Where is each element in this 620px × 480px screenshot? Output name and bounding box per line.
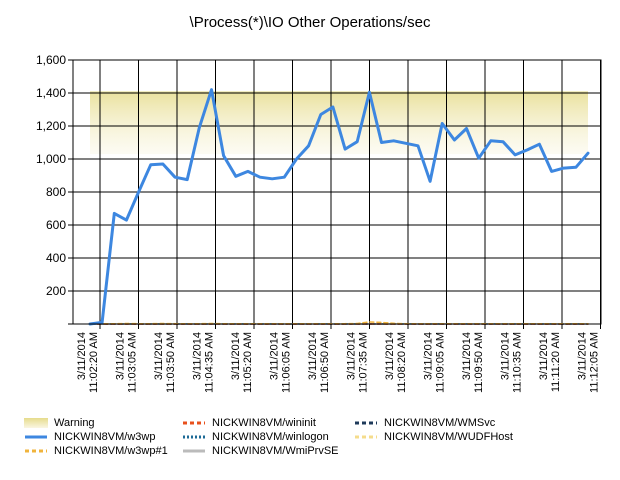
x-tick-label-date: 3/11/2014 [192,332,204,380]
legend-label: NICKWIN8VM/WUDFHost [384,431,513,443]
legend-swatch [24,432,48,442]
legend-item: NICKWIN8VM/WmiPrvSE [182,444,339,458]
x-tick-label-time: 11:12:05 AM [589,332,601,393]
y-tick-label: 800 [46,185,66,199]
x-tick-label-time: 11:02:20 AM [88,332,100,393]
x-tick-label-date: 3/11/2014 [538,332,550,380]
x-tick-label-time: 11:08:20 AM [396,332,408,393]
x-tick-label-time: 11:09:05 AM [435,332,447,393]
axes-layer: 200 400 600 800 1,000 1,200 1,400 1,600 3/11/201… [36,53,602,393]
plot-border [72,59,602,325]
legend-item: NICKWIN8VM/w3wp [24,430,155,444]
legend-item: NICKWIN8VM/WUDFHost [354,430,513,444]
x-tick-label-time: 11:06:05 AM [281,332,293,393]
y-tick-label: 1,000 [36,152,66,166]
legend-item: NICKWIN8VM/wininit [182,416,316,430]
y-tick-label: 1,400 [36,86,66,100]
x-tick-label-date: 3/11/2014 [500,332,512,380]
x-tick-label-time: 11:03:50 AM [165,332,177,393]
legend-swatch [24,446,48,456]
x-tick-label-time: 11:10:35 AM [512,332,524,393]
legend-swatch [182,446,206,456]
x-tick-label-time: 11:09:50 AM [473,332,485,393]
legend-label: NICKWIN8VM/winlogon [212,431,329,443]
x-tick-label-time: 11:06:50 AM [319,332,331,393]
legend-swatch [24,418,48,428]
x-tick-label-date: 3/11/2014 [76,332,88,380]
x-tick-label-time: 11:05:20 AM [242,332,254,393]
series-line-1 [88,88,590,326]
y-tick-label: 1,600 [36,53,66,67]
x-tick-label-time: 11:07:35 AM [358,332,370,393]
y-tick-label: 1,200 [36,119,66,133]
x-tick-label-date: 3/11/2014 [269,332,281,380]
x-tick-label-date: 3/11/2014 [577,332,589,380]
x-tick-label-date: 3/11/2014 [461,332,473,380]
legend-swatch [354,432,378,442]
legend-item: NICKWIN8VM/WMSvc [354,416,495,430]
y-tick-label: 200 [46,284,66,298]
legend-swatch [182,432,206,442]
series-line-2 [89,321,589,325]
chart-title: \Process(*)\IO Other Operations/sec [190,14,431,31]
x-tick-label-time: 11:11:20 AM [550,332,562,392]
legend: Warning NICKWIN8VM/w3wp NICKWIN8VM/w3wp#1 N… [24,416,604,466]
x-tick-label-date: 3/11/2014 [346,332,358,380]
legend-label: NICKWIN8VM/w3wp#1 [54,445,168,457]
legend-swatch [354,418,378,428]
legend-label: NICKWIN8VM/WmiPrvSE [212,445,339,457]
x-tick-label-date: 3/11/2014 [153,332,165,380]
legend-label: NICKWIN8VM/WMSvc [384,417,496,429]
x-tick-label-time: 11:03:05 AM [127,332,139,393]
legend-item: NICKWIN8VM/winlogon [182,430,329,444]
x-tick-label-date: 3/11/2014 [307,332,319,380]
x-tick-label-date: 3/11/2014 [230,332,242,380]
x-tick-label-date: 3/11/2014 [115,332,127,380]
x-tick-label-time: 11:04:35 AM [204,332,216,393]
legend-item: NICKWIN8VM/w3wp#1 [24,444,168,458]
legend-label: NICKWIN8VM/wininit [212,417,316,429]
legend-label: NICKWIN8VM/w3wp [54,431,156,443]
x-tick-label-date: 3/11/2014 [384,332,396,380]
legend-label: Warning [54,417,95,429]
legend-item: Warning [24,416,95,430]
legend-swatch [182,418,206,428]
y-tick-label: 600 [46,218,66,232]
y-tick-label: 400 [46,251,66,265]
x-tick-label-date: 3/11/2014 [423,332,435,380]
